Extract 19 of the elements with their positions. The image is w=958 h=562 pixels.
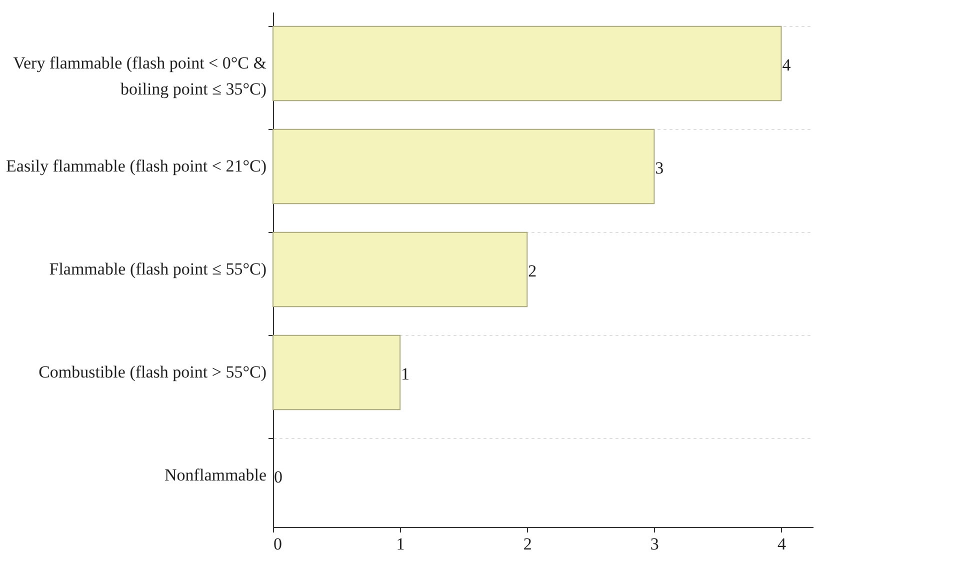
data-label: 3: [655, 158, 664, 178]
y-tick-label: Flammable (flash point ≤ 55°C): [49, 260, 266, 278]
data-label: 2: [528, 262, 537, 280]
bar: [272, 128, 655, 204]
x-tick-label: 0: [274, 534, 282, 554]
data-label: 4: [782, 56, 792, 74]
data-label: 0: [274, 468, 282, 486]
bar: [272, 334, 401, 410]
x-tick-label: 3: [650, 534, 659, 554]
y-tick-label: Easily flammable (flash point < 21°C): [6, 156, 266, 176]
y-tick-label: Combustible (flash point > 55°C): [38, 362, 266, 382]
x-tick-label: 1: [396, 534, 405, 554]
data-label: 1: [401, 364, 410, 384]
y-tick-label: Nonflammable: [164, 466, 266, 484]
y-tick-label: Very flammable (flash point < 0°C & boiling point ≤ 35°C): [13, 54, 266, 98]
bar: [272, 26, 782, 102]
bar: [272, 232, 528, 308]
x-tick-label: 2: [523, 534, 532, 554]
x-tick-label: 4: [777, 534, 786, 554]
